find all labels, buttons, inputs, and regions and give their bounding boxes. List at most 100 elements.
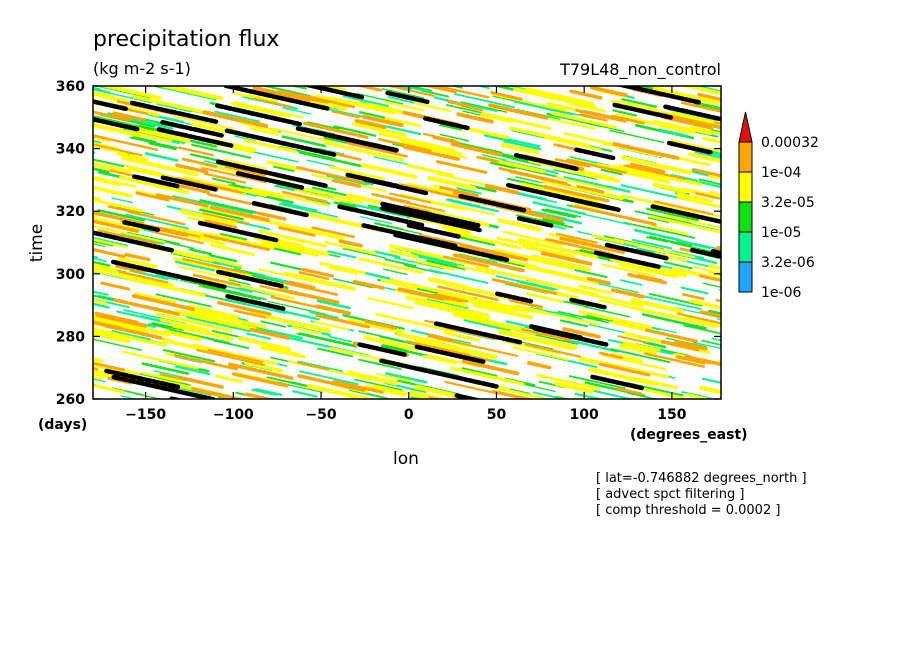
field-wisp bbox=[702, 282, 721, 289]
field-band bbox=[708, 264, 721, 271]
field-band bbox=[521, 306, 600, 326]
field-wisp bbox=[93, 167, 110, 174]
y-tick-label: 320 bbox=[56, 204, 85, 220]
field-wisp bbox=[680, 286, 709, 295]
field-wisp bbox=[529, 306, 583, 320]
field-band bbox=[599, 299, 643, 311]
field-band-strong bbox=[196, 348, 266, 367]
field-band bbox=[346, 193, 382, 205]
field-band bbox=[617, 100, 657, 113]
field-wisp bbox=[694, 151, 721, 159]
x-tick-label: 100 bbox=[570, 407, 599, 423]
field-wisp bbox=[333, 278, 374, 289]
field-wisp bbox=[316, 347, 354, 358]
field-band bbox=[215, 374, 244, 384]
field-wisp bbox=[281, 201, 318, 213]
threshold-streak bbox=[506, 182, 621, 213]
field-band-strong bbox=[332, 178, 362, 188]
field-band bbox=[456, 264, 496, 276]
field-wisp bbox=[632, 238, 673, 250]
field-band-strong bbox=[282, 281, 339, 296]
x-tick-label: −100 bbox=[213, 407, 254, 423]
field-wisp bbox=[390, 86, 412, 91]
field-band-strong bbox=[315, 313, 371, 329]
legend-level-label: 0.00032 bbox=[761, 135, 819, 151]
field-band bbox=[93, 298, 107, 305]
field-band bbox=[230, 102, 291, 118]
field-wisp bbox=[646, 207, 699, 222]
field-band bbox=[172, 323, 233, 341]
field-band-strong bbox=[629, 162, 666, 174]
field-band-strong bbox=[253, 97, 293, 108]
threshold-streak bbox=[710, 248, 721, 256]
field-band-strong bbox=[612, 142, 680, 160]
field-wisp bbox=[576, 212, 632, 226]
field-band-strong bbox=[93, 247, 126, 259]
field-wisp bbox=[234, 135, 256, 142]
field-wisp bbox=[553, 169, 597, 180]
field-band bbox=[324, 141, 405, 162]
field-band-strong bbox=[97, 229, 161, 245]
field-band-strong bbox=[454, 244, 505, 258]
field-band bbox=[437, 342, 498, 359]
field-wisp bbox=[254, 387, 283, 396]
x-axis-units: (degrees_east) bbox=[630, 427, 748, 443]
field-band-strong bbox=[554, 158, 585, 167]
field-band bbox=[621, 155, 693, 175]
field-wisp bbox=[325, 174, 368, 186]
field-wisp bbox=[333, 125, 377, 137]
field-wisp bbox=[627, 392, 659, 399]
run-label: T79L48_non_control bbox=[559, 60, 721, 80]
field-wisp bbox=[93, 378, 106, 383]
field-band-strong bbox=[624, 164, 687, 181]
field-band bbox=[270, 347, 302, 358]
field-wisp bbox=[307, 121, 340, 130]
chart-title: precipitation flux bbox=[93, 27, 279, 52]
threshold-streak bbox=[132, 174, 180, 189]
field-wisp bbox=[359, 215, 393, 225]
field-band bbox=[93, 371, 102, 377]
threshold-streak bbox=[666, 140, 713, 155]
field-wisp bbox=[609, 129, 665, 144]
field-band bbox=[173, 309, 257, 332]
threshold-streak bbox=[93, 99, 130, 112]
field-wisp bbox=[481, 154, 507, 161]
field-wisp bbox=[381, 88, 425, 99]
legend-swatch bbox=[738, 201, 753, 233]
field-band bbox=[601, 354, 667, 371]
field-wisp bbox=[515, 176, 543, 184]
field-wisp bbox=[692, 179, 721, 189]
threshold-streak bbox=[122, 220, 161, 233]
field-band-strong bbox=[252, 86, 311, 102]
field-wisp bbox=[634, 210, 693, 225]
field-band bbox=[671, 267, 705, 278]
field-band bbox=[499, 329, 578, 350]
field-band-strong bbox=[691, 168, 721, 178]
field-band bbox=[173, 257, 252, 278]
field-band-strong bbox=[281, 190, 328, 204]
field-wisp bbox=[562, 338, 620, 353]
field-wisp bbox=[251, 388, 277, 396]
field-wisp bbox=[694, 103, 721, 112]
threshold-streak bbox=[590, 374, 644, 391]
field-wisp bbox=[116, 206, 155, 216]
field-band bbox=[652, 119, 712, 136]
field-band-strong bbox=[256, 211, 287, 221]
field-band-strong bbox=[278, 287, 340, 305]
field-band bbox=[525, 87, 594, 106]
field-wisp bbox=[316, 299, 351, 310]
field-band bbox=[243, 138, 297, 154]
field-band-strong bbox=[636, 274, 664, 284]
field-band bbox=[414, 259, 456, 271]
field-band-strong bbox=[115, 263, 146, 274]
field-wisp bbox=[134, 392, 163, 399]
field-band bbox=[405, 295, 490, 318]
field-band bbox=[162, 329, 202, 342]
field-band bbox=[428, 277, 469, 290]
field-band-strong bbox=[173, 353, 238, 371]
field-wisp bbox=[663, 261, 693, 270]
field-band bbox=[380, 278, 418, 290]
field-band bbox=[525, 292, 564, 303]
field-band-strong bbox=[191, 387, 247, 399]
field-wisp bbox=[281, 335, 336, 350]
